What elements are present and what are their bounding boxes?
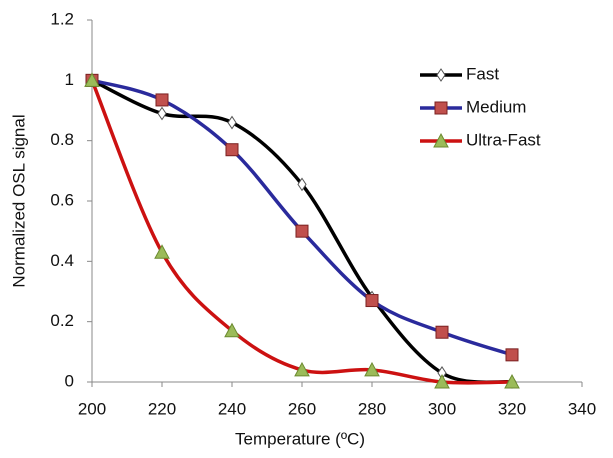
series-line <box>91 78 513 357</box>
data-point <box>154 244 170 259</box>
x-tick-label: 320 <box>498 399 526 418</box>
x-tick-label: 200 <box>78 399 106 418</box>
data-point <box>435 325 449 339</box>
data-point <box>155 93 169 107</box>
data-point <box>294 361 310 377</box>
y-tick-label: 0.6 <box>50 190 74 209</box>
x-tick-label: 240 <box>218 399 246 418</box>
data-point <box>224 322 240 338</box>
x-tick-label: 280 <box>358 399 386 418</box>
x-tick-label: 260 <box>288 399 316 418</box>
legend-marker <box>433 132 449 148</box>
data-point <box>227 115 237 130</box>
data-point <box>225 143 239 157</box>
data-point <box>505 348 519 362</box>
y-tick-label: 0.8 <box>50 130 74 149</box>
data-point <box>365 294 379 308</box>
legend-label: Fast <box>466 64 499 83</box>
data-point <box>157 106 167 121</box>
legend-marker <box>436 68 446 82</box>
legend-marker <box>434 101 448 115</box>
data-point <box>297 177 307 192</box>
legend-label: Medium <box>466 97 526 116</box>
data-point <box>295 224 309 238</box>
data-point <box>504 373 520 389</box>
data-point <box>434 373 450 389</box>
y-tick-label: 0.2 <box>50 311 74 330</box>
x-axis-label: Temperature (ºC) <box>235 429 365 448</box>
data-point <box>364 361 380 377</box>
y-axis-label: Normalized OSL signal <box>9 114 28 287</box>
y-tick-label: 0.4 <box>50 251 74 270</box>
y-tick-label: 0 <box>65 371 74 390</box>
y-tick-label: 1.2 <box>50 9 74 28</box>
y-tick-label: 1 <box>65 70 74 89</box>
x-tick-label: 340 <box>568 399 596 418</box>
x-tick-label: 300 <box>428 399 456 418</box>
x-tick-label: 220 <box>148 399 176 418</box>
data-point <box>84 72 100 87</box>
legend-label: Ultra-Fast <box>466 130 541 149</box>
